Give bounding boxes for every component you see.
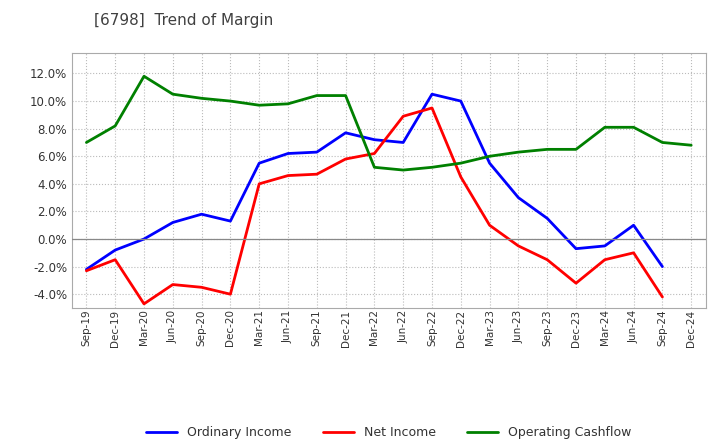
Net Income <box>82 268 91 273</box>
Operating Cashflow <box>370 165 379 170</box>
Operating Cashflow <box>168 92 177 97</box>
Line: Net Income: Net Income <box>86 108 662 304</box>
Ordinary Income <box>341 130 350 136</box>
Line: Ordinary Income: Ordinary Income <box>86 94 662 269</box>
Net Income <box>485 223 494 228</box>
Operating Cashflow <box>341 93 350 98</box>
Ordinary Income <box>485 161 494 166</box>
Ordinary Income <box>543 216 552 221</box>
Operating Cashflow <box>543 147 552 152</box>
Net Income <box>370 151 379 156</box>
Ordinary Income <box>370 137 379 143</box>
Operating Cashflow <box>226 99 235 104</box>
Net Income <box>226 292 235 297</box>
Ordinary Income <box>226 218 235 224</box>
Net Income <box>514 243 523 249</box>
Operating Cashflow <box>399 167 408 172</box>
Ordinary Income <box>111 247 120 253</box>
Ordinary Income <box>399 140 408 145</box>
Ordinary Income <box>428 92 436 97</box>
Line: Operating Cashflow: Operating Cashflow <box>86 76 691 170</box>
Net Income <box>111 257 120 262</box>
Text: [6798]  Trend of Margin: [6798] Trend of Margin <box>94 13 273 28</box>
Operating Cashflow <box>572 147 580 152</box>
Operating Cashflow <box>456 161 465 166</box>
Operating Cashflow <box>284 101 292 106</box>
Net Income <box>428 105 436 110</box>
Net Income <box>629 250 638 256</box>
Net Income <box>341 156 350 161</box>
Operating Cashflow <box>629 125 638 130</box>
Net Income <box>255 181 264 187</box>
Ordinary Income <box>284 151 292 156</box>
Operating Cashflow <box>111 123 120 128</box>
Ordinary Income <box>629 223 638 228</box>
Operating Cashflow <box>82 140 91 145</box>
Ordinary Income <box>514 195 523 200</box>
Net Income <box>572 281 580 286</box>
Ordinary Income <box>658 264 667 269</box>
Operating Cashflow <box>485 154 494 159</box>
Net Income <box>197 285 206 290</box>
Ordinary Income <box>312 150 321 155</box>
Operating Cashflow <box>255 103 264 108</box>
Ordinary Income <box>255 161 264 166</box>
Net Income <box>399 114 408 119</box>
Ordinary Income <box>140 236 148 242</box>
Net Income <box>168 282 177 287</box>
Net Income <box>312 172 321 177</box>
Operating Cashflow <box>514 150 523 155</box>
Operating Cashflow <box>197 95 206 101</box>
Operating Cashflow <box>140 73 148 79</box>
Operating Cashflow <box>428 165 436 170</box>
Net Income <box>658 294 667 300</box>
Ordinary Income <box>456 99 465 104</box>
Ordinary Income <box>572 246 580 251</box>
Legend: Ordinary Income, Net Income, Operating Cashflow: Ordinary Income, Net Income, Operating C… <box>141 422 636 440</box>
Ordinary Income <box>168 220 177 225</box>
Operating Cashflow <box>600 125 609 130</box>
Operating Cashflow <box>687 143 696 148</box>
Ordinary Income <box>82 267 91 272</box>
Ordinary Income <box>197 212 206 217</box>
Net Income <box>140 301 148 307</box>
Net Income <box>456 174 465 180</box>
Operating Cashflow <box>312 93 321 98</box>
Net Income <box>284 173 292 178</box>
Ordinary Income <box>600 243 609 249</box>
Net Income <box>543 257 552 262</box>
Net Income <box>600 257 609 262</box>
Operating Cashflow <box>658 140 667 145</box>
